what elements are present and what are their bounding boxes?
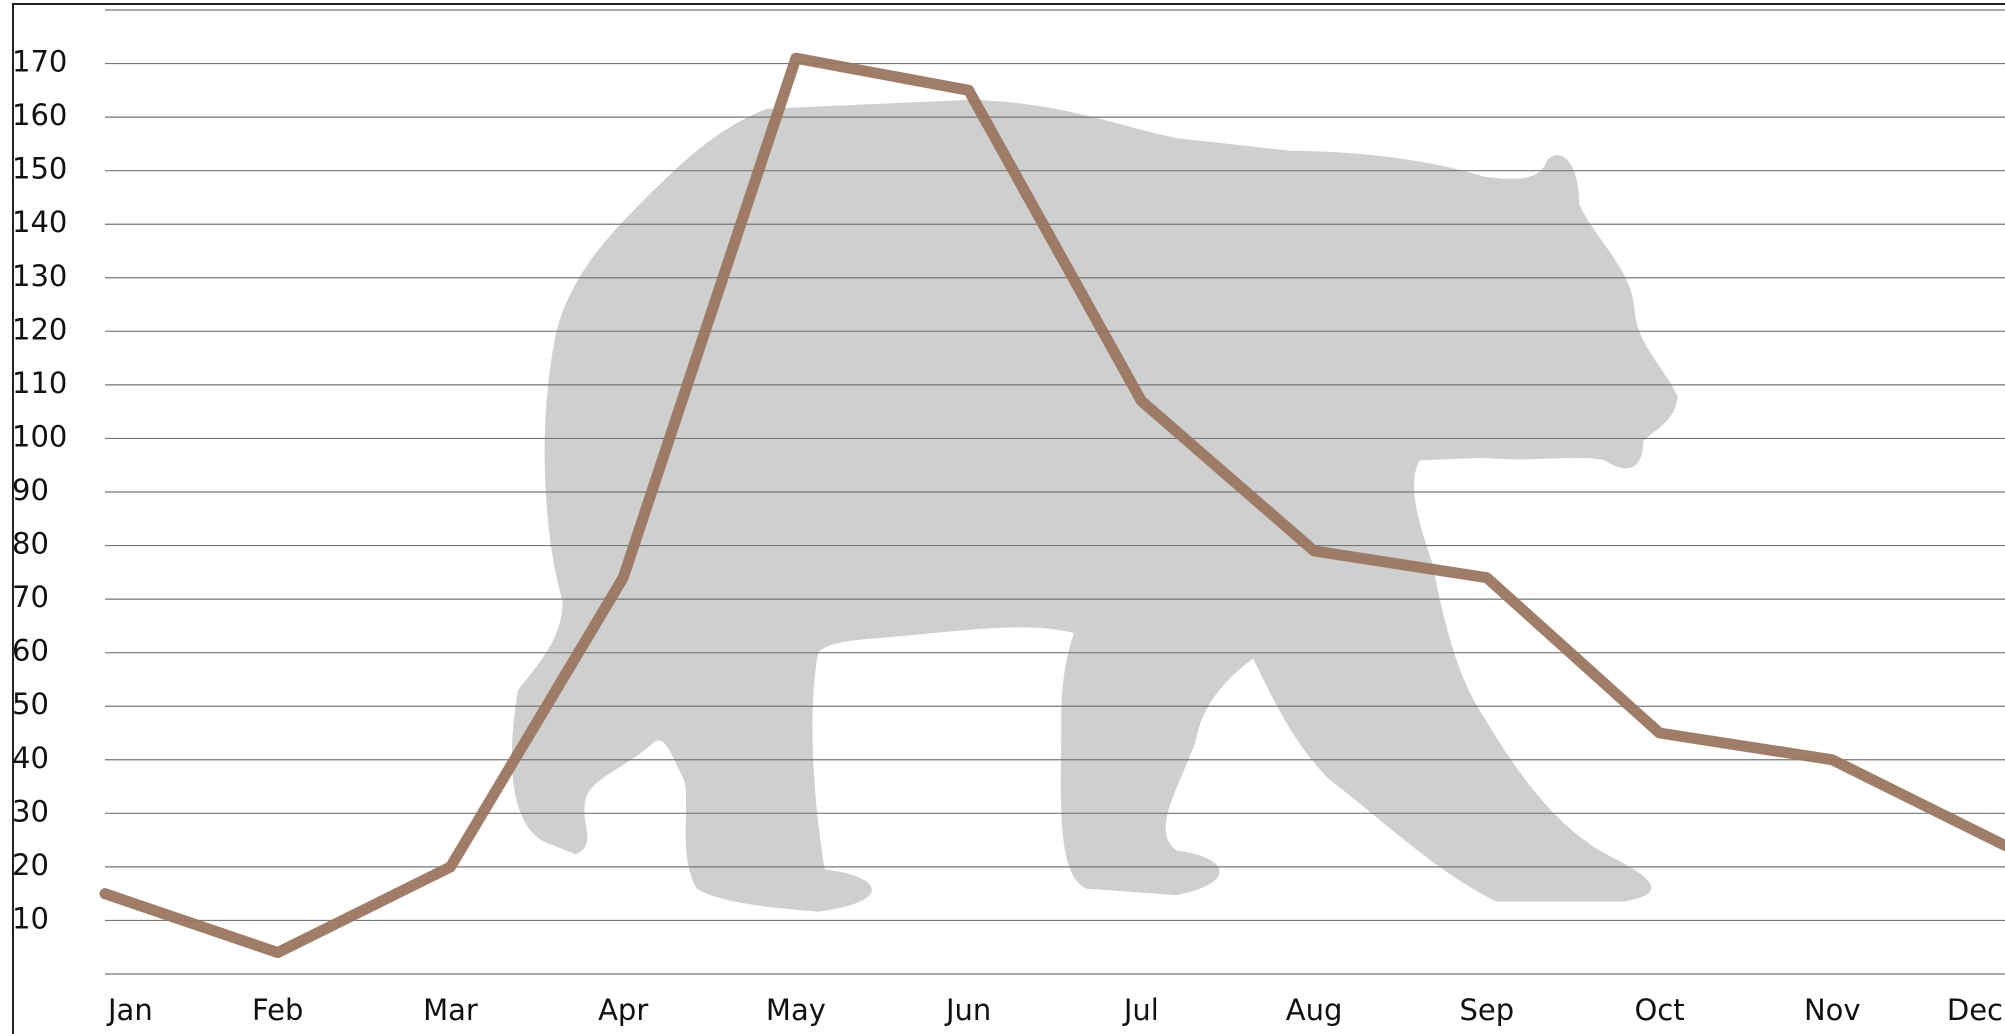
x-tick-label: Jun xyxy=(944,993,991,1027)
x-tick-label: Nov xyxy=(1804,993,1861,1027)
y-tick-label: 150 xyxy=(12,152,67,186)
x-tick-label: Dec xyxy=(1947,993,2003,1027)
y-tick-label: 130 xyxy=(12,259,67,293)
y-tick-label: 30 xyxy=(12,794,49,828)
y-tick-label: 60 xyxy=(12,634,49,668)
y-tick-label: 100 xyxy=(12,419,67,453)
x-tick-label: Sep xyxy=(1459,993,1514,1027)
y-tick-label: 160 xyxy=(12,98,67,132)
y-tick-label: 170 xyxy=(12,45,67,79)
y-tick-label: 90 xyxy=(12,473,49,507)
y-tick-label: 40 xyxy=(12,741,49,775)
x-tick-label: Oct xyxy=(1634,993,1684,1027)
y-tick-label: 10 xyxy=(12,901,49,935)
x-tick-label: Feb xyxy=(252,993,303,1027)
y-tick-label: 20 xyxy=(12,848,49,882)
x-tick-label: Mar xyxy=(423,993,478,1027)
data-line xyxy=(99,52,2005,959)
y-tick-label: 120 xyxy=(12,312,67,346)
x-tick-label: Jul xyxy=(1122,993,1159,1027)
bear-silhouette xyxy=(511,99,1678,912)
y-tick-label: 70 xyxy=(12,580,49,614)
y-tick-label: 50 xyxy=(12,687,49,721)
x-tick-label: Aug xyxy=(1286,993,1343,1027)
frame xyxy=(12,3,2005,1034)
x-tick-label: Jan xyxy=(106,993,153,1027)
y-tick-label: 80 xyxy=(12,527,49,561)
x-tick-label: Apr xyxy=(598,993,648,1027)
y-tick-label: 140 xyxy=(12,205,67,239)
y-tick-label: 110 xyxy=(12,366,67,400)
x-tick-label: May xyxy=(766,993,826,1027)
